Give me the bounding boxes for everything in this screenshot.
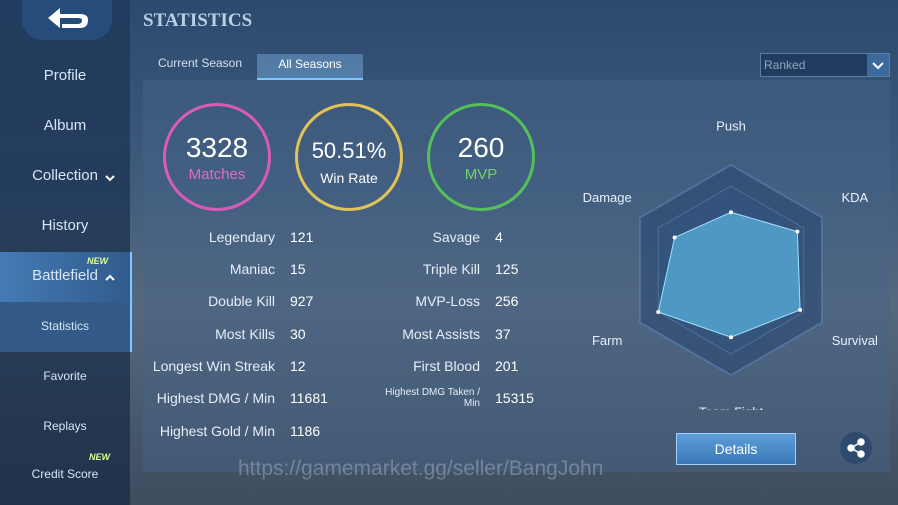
radar-point xyxy=(729,210,733,215)
radar-axis-label: Damage xyxy=(583,190,632,205)
menu-label: Statistics xyxy=(40,319,89,333)
stat-value: 11681 xyxy=(290,390,328,406)
share-button[interactable] xyxy=(840,432,872,464)
menu-label: History xyxy=(41,217,89,234)
radar-axis-label: KDA xyxy=(841,190,868,205)
stat-label: Most Kills xyxy=(215,326,275,342)
menu-item[interactable]: Battlefield NEW xyxy=(0,252,132,302)
dropdown-label: Ranked xyxy=(764,58,806,72)
page-title: STATISTICS xyxy=(143,10,253,31)
radar-axis-label: Push xyxy=(716,118,746,133)
radar-point xyxy=(798,307,803,312)
stat-value: 15 xyxy=(290,261,306,277)
summary-circle: 3328 Matches xyxy=(163,103,271,211)
stat-label: Double Kill xyxy=(208,293,275,309)
radar-chart: Push KDA Survival Team Fight Farm Damage xyxy=(583,118,878,410)
menu-label: Profile xyxy=(43,67,87,84)
summary-label: Win Rate xyxy=(320,170,378,186)
stat-value: 15315 xyxy=(495,390,534,406)
menu-item[interactable]: Credit Score NEW xyxy=(0,450,130,500)
stat-value: 12 xyxy=(290,358,306,374)
menu-item[interactable]: Collection xyxy=(0,152,130,202)
stat-value: 125 xyxy=(495,261,519,277)
menu-label: Replays xyxy=(43,419,87,433)
details-button[interactable]: Details xyxy=(676,433,796,465)
stat-label: Highest DMG / Min xyxy=(156,390,275,406)
summary-value: 3328 xyxy=(185,132,249,163)
radar-point xyxy=(795,229,800,234)
stat-label: Maniac xyxy=(229,261,275,277)
menu-item[interactable]: Replays xyxy=(0,402,130,452)
summary-value: 260 xyxy=(457,132,505,163)
summary-circle: 50.51% Win Rate xyxy=(295,103,403,211)
menu-label: Credit Score xyxy=(31,467,99,481)
menu-label: Album xyxy=(43,117,87,134)
summary-circle: 260 MVP xyxy=(427,103,535,211)
stat-value: 30 xyxy=(290,326,306,342)
stat-label: MVP-Loss xyxy=(415,293,480,309)
stat-value: 256 xyxy=(495,293,519,309)
menu-label: Collection xyxy=(32,167,98,184)
radar-axis-label: Survival xyxy=(832,333,878,348)
stat-label: Highest Gold / Min xyxy=(159,423,275,439)
stat-value: 4 xyxy=(495,229,503,245)
stat-value: 201 xyxy=(495,358,519,374)
radar-point xyxy=(672,235,677,240)
stat-label: Savage xyxy=(432,229,480,245)
sidebar: Profile Album Collection History Battlefield… xyxy=(0,0,132,505)
stat-value: 37 xyxy=(495,326,511,342)
menu-item[interactable]: Profile xyxy=(0,52,130,102)
menu-item[interactable]: History xyxy=(0,202,130,252)
stat-label: Most Assists xyxy=(402,326,480,342)
radar-point xyxy=(729,335,733,340)
chevron xyxy=(105,274,115,281)
menu-item[interactable]: Statistics xyxy=(0,302,132,352)
stat-label: Longest Win Streak xyxy=(152,358,275,374)
summary-label: Matches xyxy=(188,166,246,183)
tab[interactable]: Current Season xyxy=(157,56,243,70)
new-badge: NEW xyxy=(89,452,110,462)
watermark: https://gamemarket.gg/seller/BangJohn xyxy=(238,457,604,480)
summary-value: 50.51% xyxy=(311,138,387,163)
menu-label: Favorite xyxy=(43,369,87,383)
chevron xyxy=(105,175,115,182)
radar-axis-label: Farm xyxy=(592,333,622,348)
summary-label: MVP xyxy=(464,166,498,183)
radar-axis-label: Team Fight xyxy=(699,404,764,410)
new-badge: NEW xyxy=(87,256,108,266)
stat-label: Legendary xyxy=(208,229,275,245)
back-button[interactable] xyxy=(22,0,112,40)
menu-label: Battlefield xyxy=(32,267,98,284)
stat-value: 1186 xyxy=(290,423,321,439)
radar-point xyxy=(656,310,661,314)
dropdown-arrow xyxy=(867,54,889,76)
stat-label: Highest DMG Taken / Min xyxy=(385,387,480,409)
stat-value: 121 xyxy=(290,229,314,245)
stat-label: Triple Kill xyxy=(422,261,480,277)
tab-active[interactable]: All Seasons xyxy=(257,54,363,80)
stat-value: 927 xyxy=(290,293,314,309)
menu-item[interactable]: Favorite xyxy=(0,352,130,402)
stat-label: First Blood xyxy=(413,358,480,374)
dropdown[interactable]: Ranked xyxy=(760,53,890,77)
back-icon xyxy=(48,8,88,28)
menu-item[interactable]: Album xyxy=(0,102,130,152)
